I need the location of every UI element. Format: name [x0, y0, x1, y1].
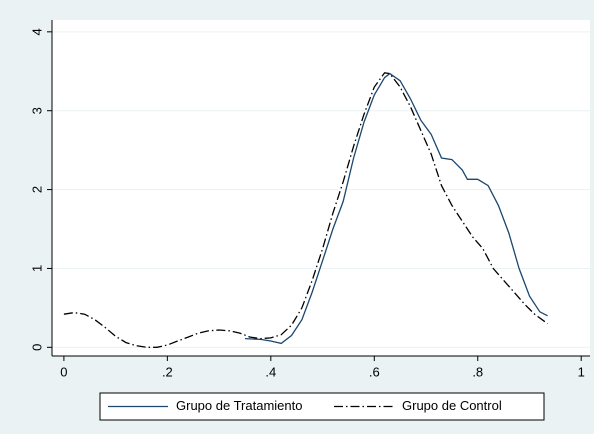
y-tick-label: 3 — [29, 107, 44, 114]
x-tick-label: 1 — [578, 364, 585, 379]
plot-area — [52, 20, 590, 356]
series-line — [244, 72, 548, 345]
x-tick-label: 0 — [60, 364, 67, 379]
x-tick-label: .8 — [472, 364, 483, 379]
x-tick-label: .2 — [162, 364, 173, 379]
x-tick-label: .6 — [369, 364, 380, 379]
x-tick-label: .4 — [265, 364, 276, 379]
legend-label: Grupo de Tratamiento — [176, 398, 302, 413]
y-tick-label: 0 — [29, 344, 44, 351]
y-tick-label: 1 — [29, 265, 44, 272]
legend-box — [99, 392, 545, 421]
y-tick-label: 2 — [29, 186, 44, 193]
series-line — [63, 72, 548, 348]
legend-label: Grupo de Control — [402, 398, 502, 413]
y-tick-label: 4 — [29, 28, 44, 35]
